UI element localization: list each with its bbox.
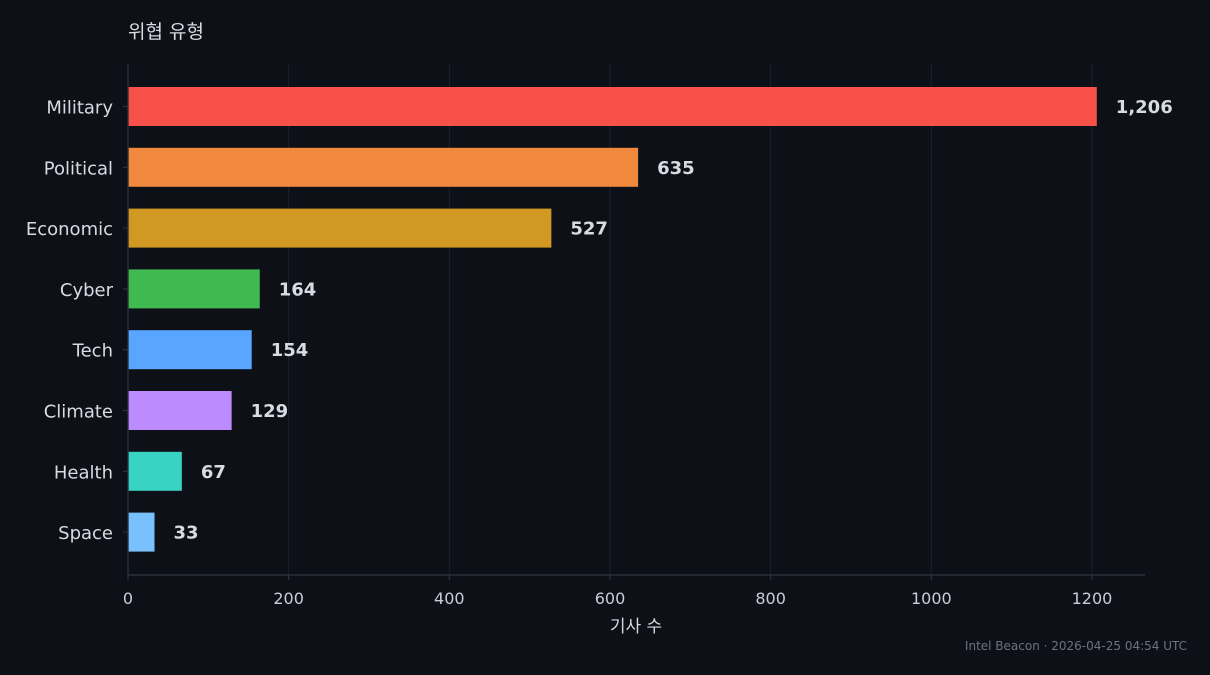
value-label-tech: 154 xyxy=(271,340,309,361)
bar-tech xyxy=(128,330,252,370)
labels: 0 200 400 600 800 1000 1200 Military 1,206 Politi… xyxy=(26,97,1173,608)
category-label-space: Space xyxy=(58,523,113,544)
x-tick-label-400: 400 xyxy=(434,589,465,608)
category-label-political: Political xyxy=(44,158,113,179)
bar-political xyxy=(128,147,639,187)
value-label-military: 1,206 xyxy=(1116,97,1173,118)
value-label-health: 67 xyxy=(201,462,226,483)
category-label-health: Health xyxy=(54,462,113,483)
category-label-economic: Economic xyxy=(26,219,113,240)
bars xyxy=(128,87,1097,552)
x-tick-label-200: 200 xyxy=(273,589,304,608)
x-tick-label-600: 600 xyxy=(595,589,626,608)
bar-military xyxy=(128,87,1097,126)
x-tick-label-1000: 1000 xyxy=(911,589,952,608)
x-axis-label: 기사 수 xyxy=(610,617,662,637)
bar-health xyxy=(128,451,182,491)
x-tick-label-800: 800 xyxy=(755,589,786,608)
bar-space xyxy=(128,512,155,552)
footer-timestamp: Intel Beacon · 2026-04-25 04:54 UTC xyxy=(965,639,1187,653)
grid-lines xyxy=(288,64,1093,575)
value-label-cyber: 164 xyxy=(279,279,317,300)
value-label-economic: 527 xyxy=(570,219,608,240)
bar-climate xyxy=(128,391,232,430)
bar-cyber xyxy=(128,269,260,309)
x-tick-label-0: 0 xyxy=(123,589,133,608)
axes xyxy=(123,64,1145,580)
x-tick-label-1200: 1200 xyxy=(1072,589,1113,608)
value-label-space: 33 xyxy=(174,523,199,544)
category-label-military: Military xyxy=(46,98,113,119)
bar-economic xyxy=(128,208,552,248)
category-label-climate: Climate xyxy=(44,402,113,423)
category-label-cyber: Cyber xyxy=(60,280,114,301)
category-label-tech: Tech xyxy=(72,341,113,362)
value-label-climate: 129 xyxy=(251,401,289,422)
value-label-political: 635 xyxy=(657,158,695,179)
chart-title: 위협 유형 xyxy=(128,21,204,43)
